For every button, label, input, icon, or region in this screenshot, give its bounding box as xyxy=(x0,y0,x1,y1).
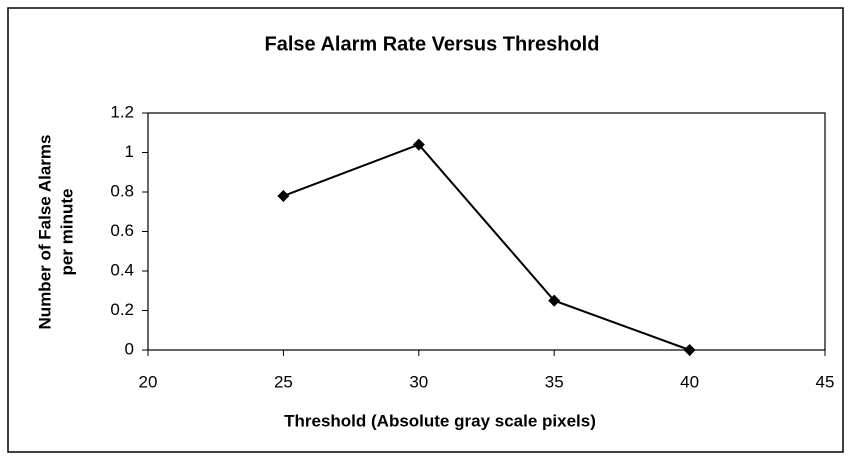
y-tick-label: 0.6 xyxy=(110,221,134,240)
x-tick-label: 40 xyxy=(680,372,699,391)
chart-border xyxy=(7,7,844,453)
y-tick-label: 1 xyxy=(125,142,134,161)
y-tick-label: 1.2 xyxy=(110,102,134,121)
y-tick-label: 0.4 xyxy=(110,260,134,279)
x-tick-label: 45 xyxy=(816,372,835,391)
marker xyxy=(277,189,290,202)
y-tick-label: 0.2 xyxy=(110,300,134,319)
line xyxy=(283,143,690,351)
x-axis-label: Threshold (Absolute gray scale pixels) xyxy=(284,411,596,430)
x-tick-label: 20 xyxy=(139,372,158,391)
y-axis-label: Number of False Alarms xyxy=(35,135,54,330)
x-tick-label: 30 xyxy=(409,372,428,391)
x-tick-label: 35 xyxy=(545,372,564,391)
y-axis-label: per minute xyxy=(57,189,76,276)
y-tick-label: 0.8 xyxy=(110,181,134,200)
x-tick-label: 25 xyxy=(274,372,293,391)
chart-title: False Alarm Rate Versus Threshold xyxy=(265,33,600,55)
marker xyxy=(412,138,425,151)
marker xyxy=(548,294,561,307)
y-tick-label: 0 xyxy=(125,339,134,358)
marker xyxy=(683,344,696,356)
